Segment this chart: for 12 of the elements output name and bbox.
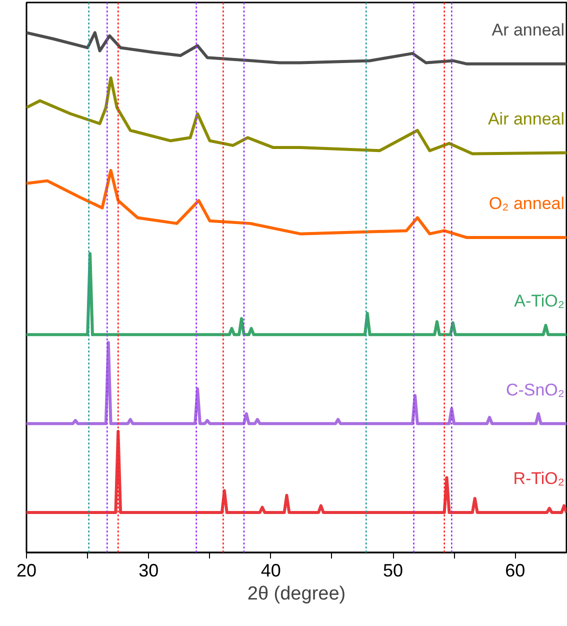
series-label: C-SnO₂ xyxy=(506,380,565,400)
x-axis-title: 2θ (degree) xyxy=(247,584,346,604)
series-label: A-TiO₂ xyxy=(514,291,565,310)
series-label: Air anneal xyxy=(488,109,565,128)
series-label: O₂ anneal xyxy=(488,194,565,214)
series-label: Ar anneal xyxy=(492,20,565,40)
x-tick-label: 20 xyxy=(16,560,37,580)
series-label: R-TiO₂ xyxy=(513,469,565,488)
x-tick-label: 50 xyxy=(383,560,404,580)
x-tick-label: 60 xyxy=(505,560,526,580)
x-tick-label: 40 xyxy=(260,560,281,580)
x-tick-label: 30 xyxy=(138,560,159,580)
